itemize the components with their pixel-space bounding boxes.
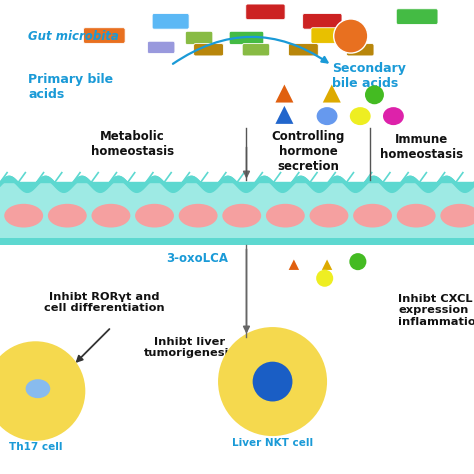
- Bar: [0, 182, 474, 239]
- Text: 3-oxoLCA: 3-oxoLCA: [166, 252, 228, 265]
- Circle shape: [365, 85, 384, 104]
- Text: Inhibt RORγt and
cell differentiation: Inhibt RORγt and cell differentiation: [44, 292, 164, 313]
- FancyBboxPatch shape: [288, 44, 319, 56]
- Circle shape: [349, 253, 366, 270]
- Ellipse shape: [179, 204, 218, 228]
- Text: Controlling
hormone
secretion: Controlling hormone secretion: [272, 130, 345, 173]
- FancyBboxPatch shape: [303, 13, 342, 29]
- FancyBboxPatch shape: [147, 41, 175, 54]
- Ellipse shape: [48, 204, 87, 228]
- FancyBboxPatch shape: [346, 44, 374, 56]
- Ellipse shape: [440, 204, 474, 228]
- Polygon shape: [275, 106, 293, 124]
- Text: Metabolic
homeostasis: Metabolic homeostasis: [91, 130, 174, 158]
- Text: Immune
homeostasis: Immune homeostasis: [380, 133, 464, 161]
- FancyBboxPatch shape: [311, 27, 353, 44]
- FancyBboxPatch shape: [242, 44, 270, 56]
- FancyBboxPatch shape: [229, 31, 264, 45]
- Text: Inhibt CXCL
expression
inflammatio: Inhibt CXCL expression inflammatio: [398, 294, 474, 327]
- Circle shape: [253, 362, 292, 401]
- Circle shape: [0, 341, 85, 441]
- FancyBboxPatch shape: [83, 27, 125, 44]
- Circle shape: [316, 270, 333, 287]
- Ellipse shape: [4, 204, 43, 228]
- Ellipse shape: [222, 204, 261, 228]
- Ellipse shape: [91, 204, 130, 228]
- Ellipse shape: [397, 204, 436, 228]
- Text: Primary bile
acids: Primary bile acids: [28, 73, 114, 101]
- Ellipse shape: [266, 204, 305, 228]
- FancyBboxPatch shape: [185, 31, 213, 45]
- Polygon shape: [322, 259, 332, 270]
- Circle shape: [334, 19, 368, 53]
- Polygon shape: [323, 84, 341, 102]
- Circle shape: [218, 327, 327, 436]
- Text: Gut microbita: Gut microbita: [28, 29, 119, 43]
- Text: Inhibt liver
tumorigenesis: Inhibt liver tumorigenesis: [144, 337, 236, 358]
- Polygon shape: [275, 84, 293, 102]
- FancyBboxPatch shape: [396, 9, 438, 25]
- FancyBboxPatch shape: [246, 4, 285, 20]
- Ellipse shape: [353, 204, 392, 228]
- Ellipse shape: [135, 204, 174, 228]
- FancyBboxPatch shape: [152, 13, 189, 29]
- Ellipse shape: [310, 204, 348, 228]
- Text: Secondary
bile acids: Secondary bile acids: [332, 62, 406, 90]
- FancyBboxPatch shape: [193, 44, 223, 56]
- Ellipse shape: [26, 379, 50, 398]
- Polygon shape: [289, 259, 299, 270]
- Ellipse shape: [383, 107, 404, 125]
- Ellipse shape: [317, 107, 337, 125]
- Ellipse shape: [350, 107, 371, 125]
- Bar: [0, 238, 474, 245]
- Text: Th17 cell: Th17 cell: [9, 441, 62, 452]
- Text: Liver NKT cell: Liver NKT cell: [232, 438, 313, 448]
